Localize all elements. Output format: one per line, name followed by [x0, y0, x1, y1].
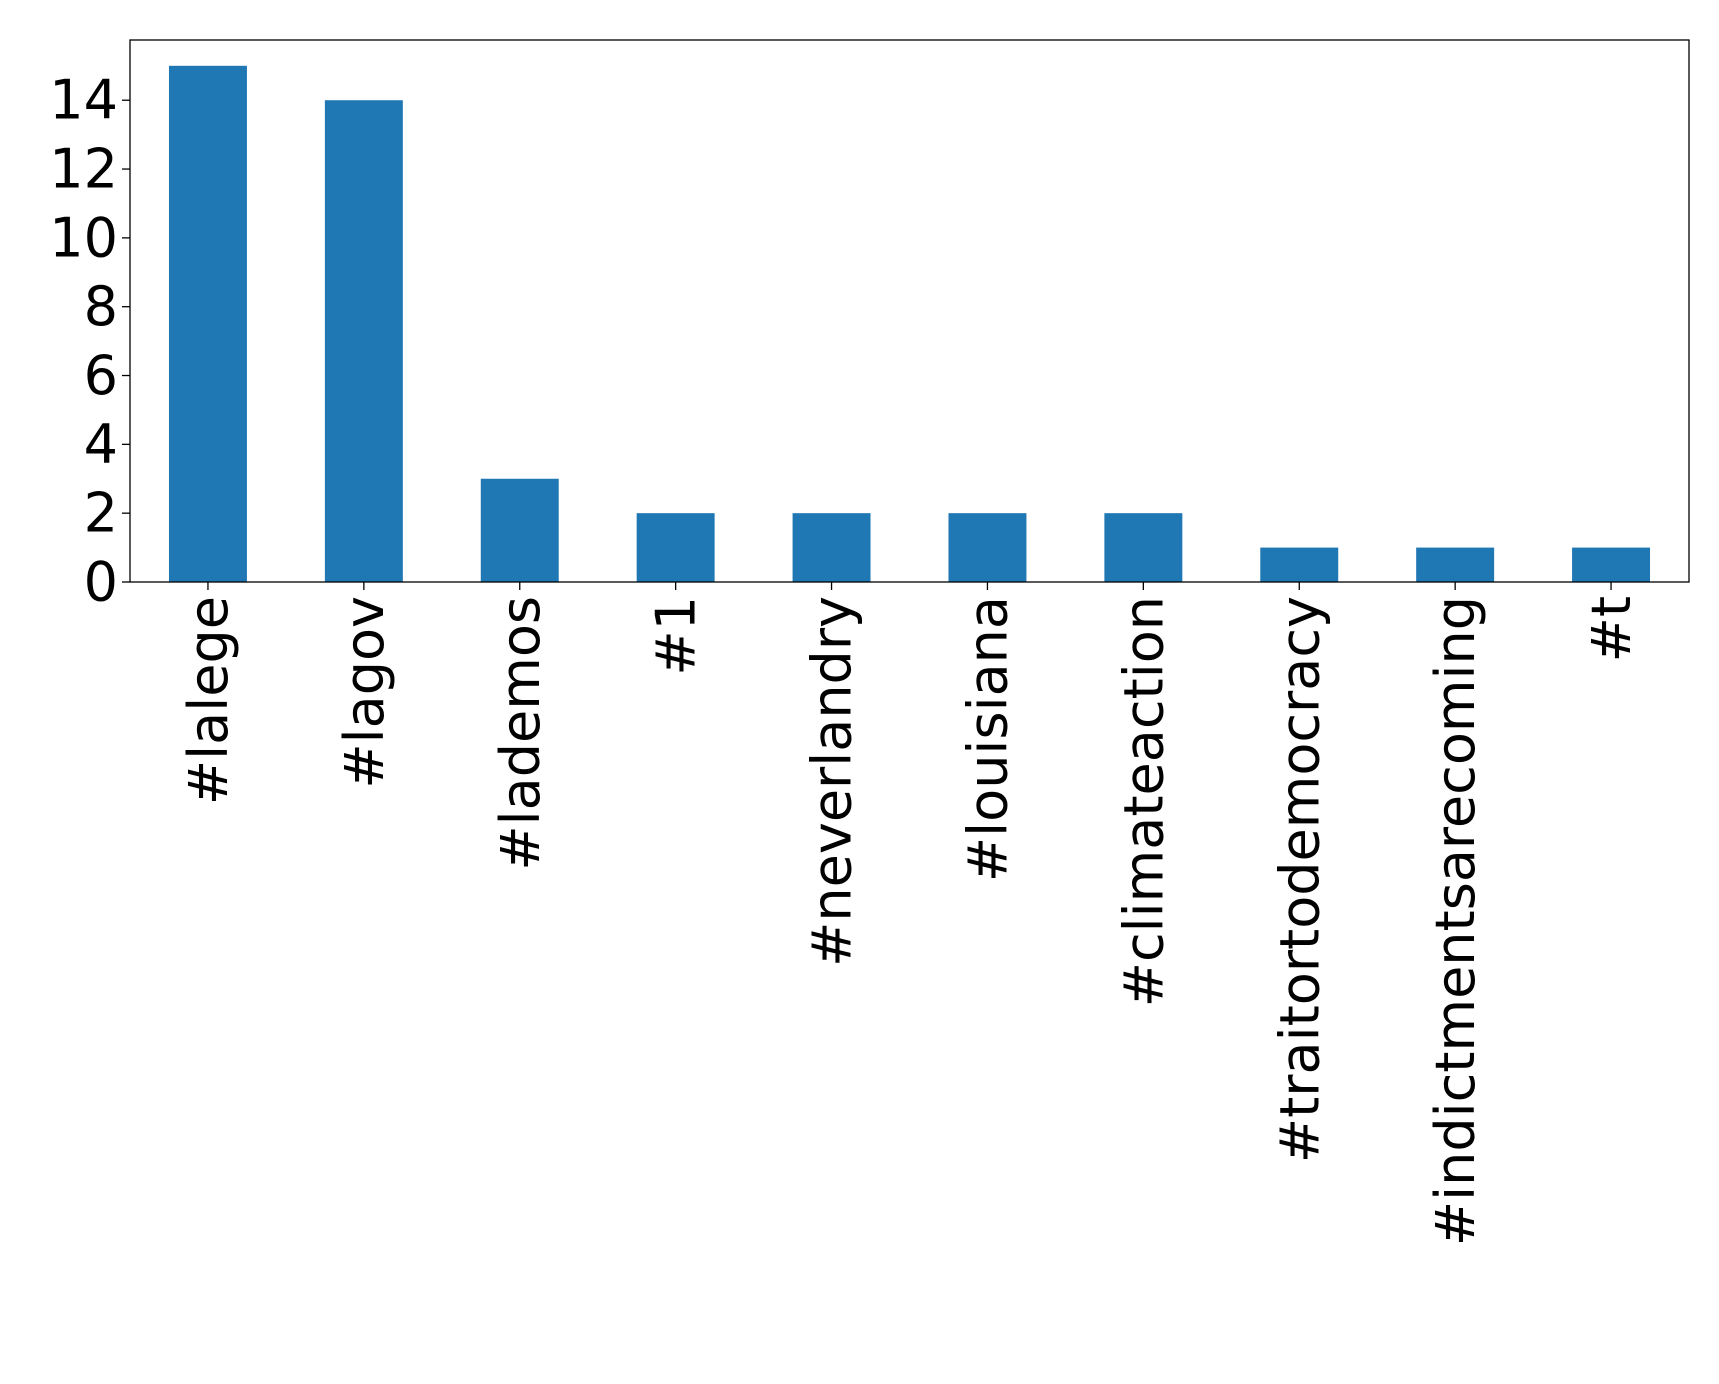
y-tick-label: 12	[49, 138, 118, 201]
y-tick-label: 6	[84, 344, 118, 407]
bar-1	[636, 513, 715, 582]
x-tick-label: #lagov	[333, 596, 396, 789]
bar-t	[1572, 547, 1651, 582]
x-tick-label: #neverlandry	[801, 596, 864, 967]
x-tick-label: #traitortodemocracy	[1268, 596, 1331, 1163]
bar-louisiana	[948, 513, 1027, 582]
y-tick-label: 14	[49, 69, 118, 132]
x-tick-label: #louisiana	[956, 596, 1019, 882]
y-tick-label: 4	[84, 413, 118, 476]
y-tick-label: 10	[49, 206, 118, 269]
bar-climateaction	[1104, 513, 1183, 582]
y-tick-label: 8	[84, 275, 118, 338]
bar-traitortodemocracy	[1260, 547, 1339, 582]
x-tick-label: #lalege	[177, 596, 240, 805]
plot-frame	[129, 39, 1690, 583]
x-tick-label: #climateaction	[1112, 596, 1175, 1007]
x-tick-label: #lademos	[489, 596, 552, 871]
bars-group	[168, 65, 1651, 583]
x-tick-label: #indictmentsarecoming	[1424, 596, 1487, 1246]
y-tick-label: 0	[84, 551, 118, 614]
bar-lagov	[324, 100, 403, 582]
x-tick-label: #1	[645, 596, 708, 676]
bar-neverlandry	[792, 513, 871, 582]
x-tick-label: #t	[1580, 596, 1643, 662]
bar-lalege	[168, 65, 247, 583]
y-tick-label: 2	[84, 482, 118, 545]
bar-lademos	[480, 478, 559, 582]
bar-indictmentsarecoming	[1416, 547, 1495, 582]
x-axis: #lalege #lagov #lademos #1 #neverlandry #loui…	[177, 582, 1643, 1246]
